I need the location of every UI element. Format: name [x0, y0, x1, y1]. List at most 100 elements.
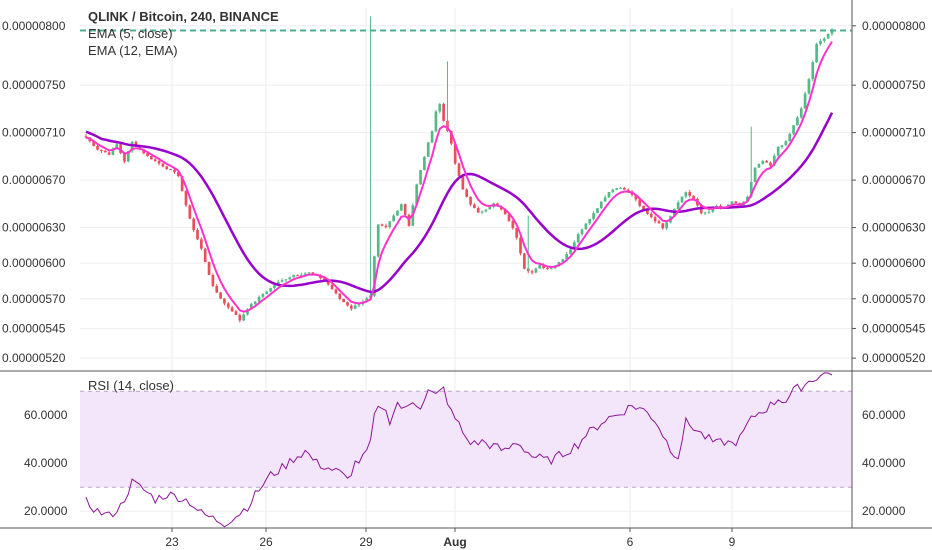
candle-body [676, 202, 680, 209]
candle-body [226, 303, 230, 308]
candle-body [150, 156, 153, 160]
candle-body [653, 217, 657, 222]
candle-body [657, 221, 661, 224]
candle-body [161, 163, 165, 167]
candle-body [357, 304, 361, 306]
candle-body [203, 248, 207, 263]
candle-body [242, 314, 245, 321]
candle-body [438, 103, 442, 112]
candle-body [757, 163, 761, 168]
candle-body [92, 141, 96, 147]
candle-body [580, 229, 584, 235]
candle-body [584, 223, 588, 230]
candle-body [396, 210, 399, 216]
candle-body [380, 224, 384, 226]
candle-body [638, 199, 642, 206]
candle-body [342, 298, 345, 303]
candle-body [772, 155, 776, 166]
candle-body [546, 268, 549, 270]
candle-body [523, 253, 526, 269]
candle-body [165, 166, 169, 170]
price-tick-label-left: 0.00000630 [2, 221, 66, 235]
candle-body [307, 272, 311, 274]
rsi-tick-label-left: 40.0000 [24, 456, 68, 470]
candle-body [511, 220, 515, 229]
candle-body [100, 149, 103, 151]
price-tick-label-right: 0.00000570 [862, 292, 926, 306]
price-tick-label-left: 0.00000670 [2, 173, 66, 187]
candle-body [607, 192, 611, 198]
candle-body [103, 150, 107, 153]
candle-body [442, 103, 445, 121]
candle-body [123, 152, 126, 162]
candle-body [515, 228, 519, 238]
candle-body [288, 277, 292, 280]
candle-body [588, 219, 592, 224]
candle-body [576, 234, 580, 243]
candle-body [173, 169, 176, 173]
legend-ema12: EMA (12, EMA) [88, 43, 178, 58]
candle-body [534, 268, 538, 273]
candle-body [434, 111, 438, 132]
candle-body [269, 287, 272, 292]
candle-body [146, 153, 149, 157]
candle-body [503, 209, 507, 215]
candle-body [615, 188, 618, 190]
candle-body [488, 206, 492, 210]
candle-body [284, 279, 288, 281]
candle-body [399, 204, 403, 211]
candle-body [811, 62, 815, 80]
candle-body [769, 162, 772, 166]
candle-body [311, 272, 315, 275]
candle-body [265, 291, 269, 295]
candle-body [250, 303, 253, 310]
rsi-path [85, 372, 833, 528]
chart-title: QLINK / Bitcoin, 240, BINANCE [88, 9, 279, 24]
rsi-band-fill [80, 391, 852, 488]
candle-body [392, 215, 395, 222]
candle-body [169, 169, 172, 171]
candle-body [507, 214, 511, 221]
candle-body [565, 253, 569, 260]
candle-body [465, 189, 469, 197]
candle-body [573, 242, 576, 250]
candle-body [303, 273, 307, 275]
candle-body [749, 182, 753, 197]
candle-body [626, 189, 630, 192]
candle-body [230, 307, 234, 312]
candle-body [273, 285, 276, 288]
rsi-tick-label-right: 20.0000 [862, 504, 906, 518]
candle-body [519, 237, 522, 254]
price-tick-label-right: 0.00000670 [862, 173, 926, 187]
rsi-tick-label-left: 60.0000 [24, 408, 68, 422]
candle-body [665, 222, 668, 229]
candle-body [746, 196, 749, 202]
rsi-tick-label-right: 40.0000 [862, 456, 906, 470]
candle-body [353, 305, 357, 309]
price-tick-label-left: 0.00000710 [2, 126, 66, 140]
candle-body [300, 274, 303, 276]
candle-body [84, 136, 88, 138]
candle-body [461, 175, 465, 190]
candle-body [569, 249, 572, 254]
candle-body [403, 204, 407, 215]
candle-body [261, 294, 265, 297]
legend-ema5: EMA (5, close) [88, 26, 173, 41]
candle-body [649, 213, 653, 218]
chart-legend: QLINK / Bitcoin, 240, BINANCE EMA (5, cl… [88, 8, 279, 59]
candle-body [157, 160, 161, 164]
ema12-line [85, 112, 834, 294]
price-tick-label-right: 0.00000710 [862, 126, 926, 140]
candle-body [200, 239, 203, 249]
time-tick-label: 29 [359, 535, 373, 549]
candle-body [388, 221, 392, 228]
candle-body [115, 144, 119, 149]
price-tick-label-right: 0.00000520 [862, 351, 926, 365]
price-tick-label-right: 0.00000630 [862, 221, 926, 235]
candle-body [753, 167, 757, 183]
time-tick-label: 9 [729, 535, 736, 549]
candle-body [776, 146, 780, 156]
candle-body [819, 40, 822, 45]
candle-body [807, 79, 811, 94]
